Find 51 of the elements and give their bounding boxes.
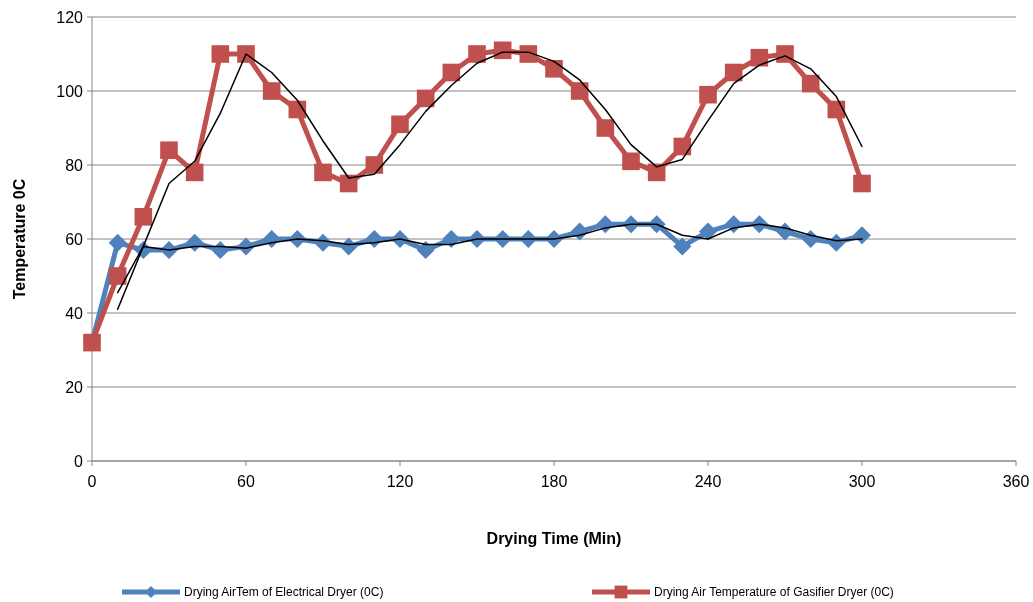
point [545,60,563,78]
point [108,267,127,285]
point [853,226,871,245]
point [365,156,384,174]
point [801,230,820,248]
point [160,141,178,159]
point [134,208,153,226]
y-tick-label: 0 [74,452,84,470]
point [622,152,640,171]
point [391,115,409,134]
point [185,233,204,252]
x-tick-label: 0 [87,473,97,490]
point [699,85,717,104]
legend-label: Drying Air Temperature of Gasifier Dryer (0C) [654,585,894,600]
point [801,74,820,93]
point [416,241,435,260]
point [596,119,615,137]
point [237,45,255,63]
x-tick-label: 240 [694,473,722,490]
point [699,222,717,241]
point [724,215,743,234]
point [724,63,743,82]
point [776,45,794,63]
x-tick-label: 360 [1002,473,1030,490]
point [673,237,692,256]
point [262,230,281,248]
point [211,241,230,260]
y-tick-label: 20 [65,378,84,396]
y-tick-label: 40 [65,304,84,322]
y-tick-label: 100 [56,82,84,100]
point [211,45,230,63]
point [108,233,127,252]
point [468,45,486,63]
point [262,82,281,100]
point [750,48,769,67]
x-tick-label: 120 [386,473,414,490]
point [185,163,204,182]
y-tick-label: 120 [56,8,84,26]
legend-label: Drying AirTem of Electrical Dryer (0C) [184,585,384,600]
y-tick-label: 80 [65,156,84,174]
point [853,174,871,193]
x-tick-label: 300 [848,473,876,490]
x-tick-label: 60 [237,473,255,490]
point [442,63,461,82]
point [416,89,435,108]
y-axis-title: Temperature 0C [11,178,28,300]
x-tick-label: 180 [540,473,568,490]
y-tick-label: 60 [65,230,84,248]
x-axis-title: Drying Time (Min) [486,530,622,547]
point [314,163,332,182]
point [570,82,589,100]
